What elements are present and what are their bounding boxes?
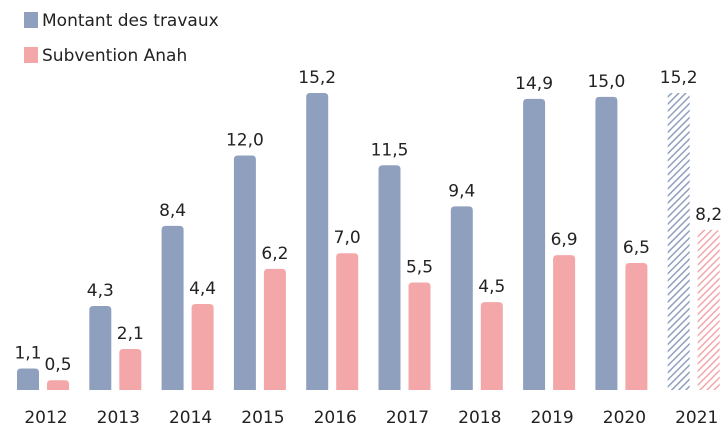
value-label: 6,9 [551, 230, 578, 250]
value-label: 14,9 [515, 74, 553, 94]
value-label: 1,1 [14, 344, 41, 364]
value-label: 11,5 [371, 140, 409, 160]
value-label: 6,2 [261, 244, 288, 264]
bar [697, 229, 720, 390]
value-label: 8,4 [159, 201, 186, 221]
bar [595, 96, 618, 390]
value-label: 15,2 [298, 68, 336, 88]
bar [161, 225, 184, 390]
value-label: 4,3 [87, 281, 114, 301]
bar [667, 93, 690, 390]
value-label: 15,0 [587, 72, 625, 92]
value-label: 15,2 [660, 68, 698, 88]
bar [450, 206, 473, 390]
x-tick-label: 2019 [530, 408, 573, 428]
bar [119, 348, 142, 390]
bar [263, 268, 286, 390]
value-label: 6,5 [623, 238, 650, 258]
value-label: 4,4 [189, 279, 216, 299]
bar [408, 282, 431, 390]
value-label: 12,0 [226, 131, 264, 151]
bar [89, 305, 112, 390]
value-label: 4,5 [478, 277, 505, 297]
value-label: 9,4 [448, 181, 475, 201]
x-tick-label: 2020 [603, 408, 646, 428]
value-label: 2,1 [117, 324, 144, 344]
x-tick-label: 2013 [97, 408, 140, 428]
x-tick-label: 2014 [169, 408, 212, 428]
bar [191, 304, 214, 390]
legend-label: Montant des travaux [42, 11, 219, 31]
bar [306, 93, 329, 390]
legend-label: Subvention Anah [42, 46, 187, 66]
bar [336, 253, 359, 390]
bar [523, 98, 546, 390]
bar [625, 262, 648, 390]
bar [553, 255, 576, 390]
bar [17, 368, 39, 390]
x-tick-label: 2021 [675, 408, 718, 428]
value-label: 7,0 [334, 228, 361, 248]
legend-swatch [24, 12, 38, 28]
bar [480, 302, 503, 390]
x-tick-label: 2012 [24, 408, 67, 428]
bar [47, 380, 69, 390]
legend-swatch [24, 47, 38, 63]
x-tick-label: 2016 [314, 408, 357, 428]
value-label: 5,5 [406, 258, 433, 278]
bar [378, 165, 401, 390]
x-tick-label: 2018 [458, 408, 501, 428]
value-label: 8,2 [695, 205, 722, 225]
bar [233, 155, 256, 390]
x-tick-label: 2015 [241, 408, 284, 428]
x-tick-label: 2017 [386, 408, 429, 428]
value-label: 0,5 [44, 355, 71, 375]
